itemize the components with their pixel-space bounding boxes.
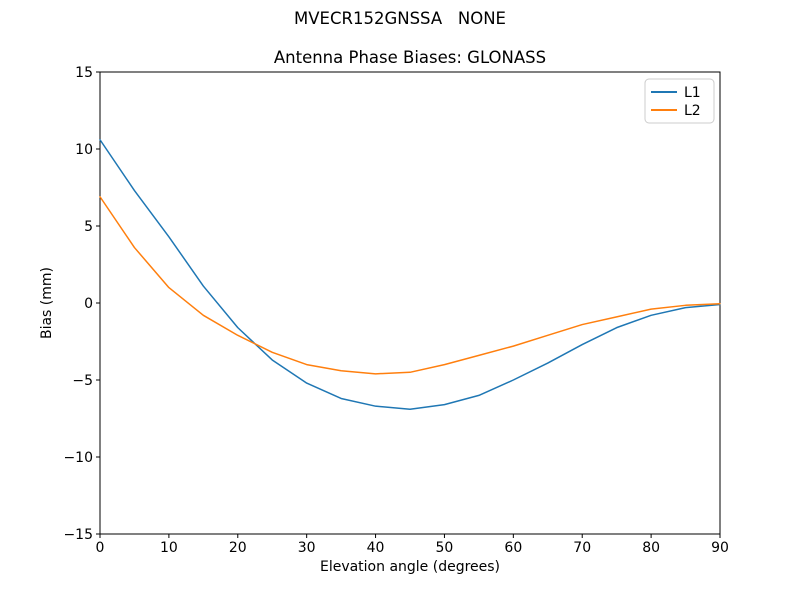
x-tick-label: 10 [160,540,178,556]
legend-box [644,78,715,124]
x-tick-label: 50 [436,540,454,556]
x-tick-label: 40 [367,540,385,556]
x-tick-label: 80 [642,540,660,556]
x-axis-label: Elevation angle (degrees) [320,559,500,575]
series-line-l1 [99,139,721,411]
x-tick-label: 90 [711,540,729,556]
x-tick-label: 20 [229,540,247,556]
legend: L1 L2 [644,78,715,124]
y-tick-label: −15 [63,527,93,543]
x-tick-label: 60 [504,540,522,556]
plot-area [99,71,721,535]
y-tick-label: −5 [72,373,93,389]
y-tick-label: −10 [63,450,93,466]
series-line-l2 [99,195,721,375]
y-tick-label: 15 [75,65,93,81]
legend-label-l2: L2 [684,103,701,119]
x-tick-label: 0 [96,540,105,556]
y-axis-label: Bias (mm) [39,267,55,339]
y-tick-label: 5 [84,219,93,235]
axes-title: Antenna Phase Biases: GLONASS [274,48,546,67]
x-tick-label: 30 [298,540,316,556]
y-tick-label: 10 [75,142,93,158]
figure-title: MVECR152GNSSA NONE [294,9,506,28]
legend-label-l1: L1 [684,85,701,101]
axes-content: 0 10 20 30 40 50 60 70 80 90 −15 −10 −5 0 5 10 15 [63,65,728,556]
x-tick-label: 70 [573,540,591,556]
y-tick-label: 0 [84,296,93,312]
